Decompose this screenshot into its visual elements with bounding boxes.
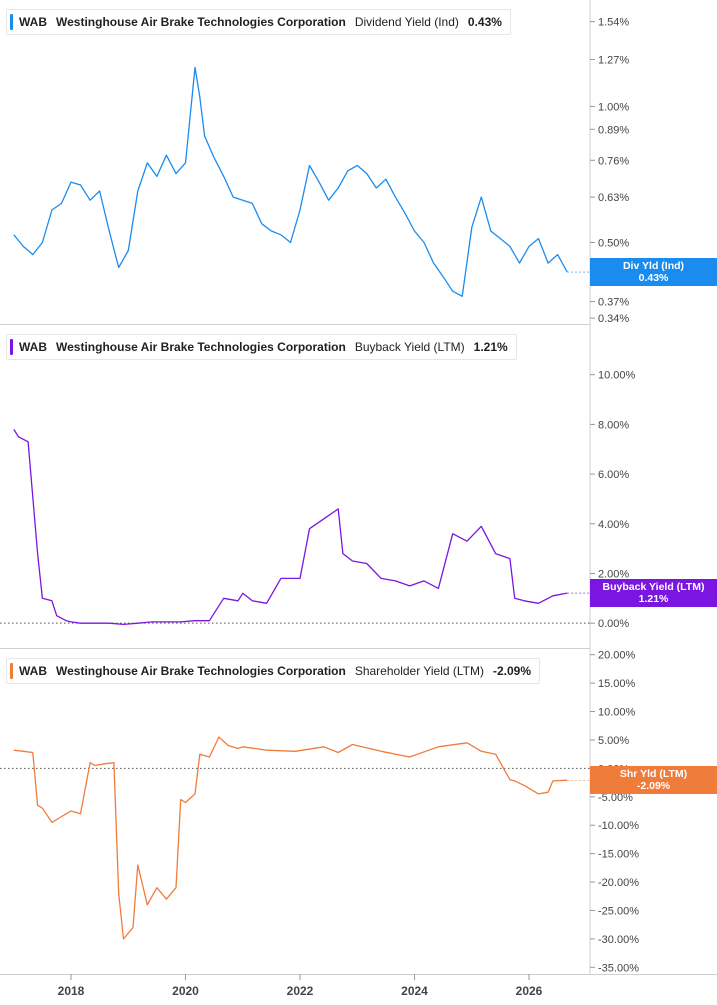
legend-color-bar	[10, 339, 13, 355]
y-tick-label: -25.00%	[598, 905, 639, 917]
last-value-tag-dividend: Div Yld (Ind) 0.43%	[590, 258, 717, 287]
legend-shareholder-yield: WAB Westinghouse Air Brake Technologies …	[6, 658, 541, 684]
y-tick-label: 2.00%	[598, 568, 629, 580]
x-tick-label: 2026	[516, 984, 543, 998]
y-tick-label: 6.00%	[598, 469, 629, 481]
y-tick-label: 10.00%	[598, 707, 636, 719]
last-value-tag-shareholder: Shr Yld (LTM) -2.09%	[590, 766, 717, 795]
y-tick-label: 10.00%	[598, 370, 636, 382]
tag-title: Div Yld (Ind)	[622, 260, 685, 273]
legend-company: Westinghouse Air Brake Technologies Corp…	[56, 15, 346, 29]
legend-value: 0.43%	[467, 15, 502, 29]
legend-dividend-yield: WAB Westinghouse Air Brake Technologies …	[6, 9, 511, 35]
y-tick-label: -10.00%	[598, 820, 639, 832]
y-tick-label: 1.00%	[598, 101, 629, 113]
y-tick-label: -35.00%	[598, 962, 639, 974]
tag-title: Buyback Yield (LTM)	[602, 581, 705, 594]
y-tick-label: 8.00%	[598, 419, 629, 431]
y-tick-label: -5.00%	[598, 792, 633, 804]
legend-color-bar	[10, 663, 13, 679]
y-tick-label: 0.50%	[598, 237, 629, 249]
legend-buyback-yield: WAB Westinghouse Air Brake Technologies …	[6, 334, 517, 360]
legend-metric: Shareholder Yield (LTM)	[354, 664, 484, 678]
series-line	[13, 66, 568, 297]
y-tick-label: 0.76%	[598, 155, 629, 167]
legend-value: -2.09%	[493, 664, 532, 678]
series-line	[13, 429, 568, 626]
y-tick-label: 20.00%	[598, 650, 636, 662]
legend-color-bar	[10, 14, 13, 30]
y-tick-label: -20.00%	[598, 877, 639, 889]
y-tick-label: 1.27%	[598, 55, 629, 67]
y-tick-label: -30.00%	[598, 934, 639, 946]
x-tick-label: 2022	[287, 984, 314, 998]
y-tick-label: 0.34%	[598, 313, 629, 325]
legend-metric: Dividend Yield (Ind)	[354, 15, 459, 29]
y-tick-label: 0.00%	[598, 618, 629, 630]
series-line	[13, 736, 568, 940]
y-tick-label: 0.37%	[598, 297, 629, 309]
x-tick-label: 2020	[172, 984, 199, 998]
y-tick-label: -15.00%	[598, 849, 639, 861]
legend-company: Westinghouse Air Brake Technologies Corp…	[56, 340, 346, 354]
legend-value: 1.21%	[473, 340, 508, 354]
legend-ticker: WAB	[19, 664, 47, 678]
tag-value: 0.43%	[638, 272, 669, 285]
y-tick-label: 0.63%	[598, 192, 629, 204]
last-value-tag-buyback: Buyback Yield (LTM) 1.21%	[590, 579, 717, 608]
legend-company: Westinghouse Air Brake Technologies Corp…	[56, 664, 346, 678]
y-tick-label: 4.00%	[598, 519, 629, 531]
y-tick-label: 1.54%	[598, 17, 629, 29]
tag-value: 1.21%	[638, 593, 669, 606]
legend-metric: Buyback Yield (LTM)	[354, 340, 465, 354]
x-tick-label: 2024	[401, 984, 428, 998]
x-tick-label: 2018	[58, 984, 85, 998]
legend-ticker: WAB	[19, 15, 47, 29]
y-tick-label: 0.89%	[598, 124, 629, 136]
tag-title: Shr Yld (LTM)	[619, 768, 688, 781]
y-tick-label: 5.00%	[598, 735, 629, 747]
y-tick-label: 15.00%	[598, 678, 636, 690]
tag-value: -2.09%	[636, 780, 671, 793]
legend-ticker: WAB	[19, 340, 47, 354]
